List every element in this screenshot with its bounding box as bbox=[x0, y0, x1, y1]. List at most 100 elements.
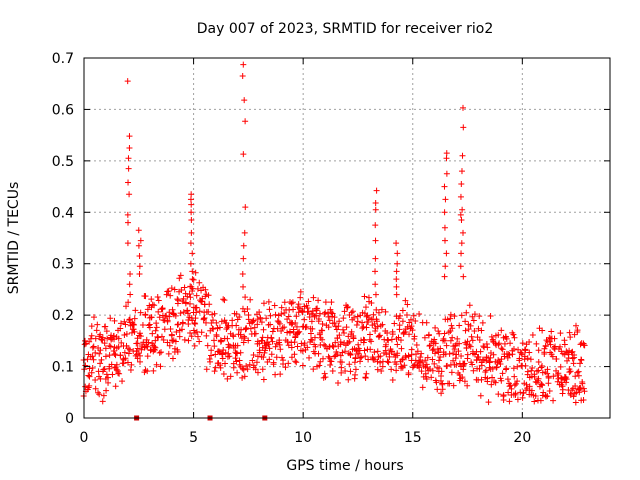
data-point bbox=[233, 322, 240, 329]
data-point bbox=[456, 340, 463, 347]
data-point bbox=[124, 359, 131, 366]
data-point bbox=[459, 206, 466, 213]
data-point bbox=[174, 296, 181, 303]
data-point bbox=[187, 294, 194, 301]
data-point bbox=[282, 364, 289, 371]
data-point bbox=[526, 339, 533, 346]
data-point bbox=[443, 155, 450, 162]
data-point bbox=[488, 381, 495, 388]
data-point bbox=[378, 368, 385, 375]
data-point bbox=[446, 350, 453, 357]
data-point bbox=[478, 376, 485, 383]
data-point bbox=[190, 276, 197, 283]
data-point bbox=[435, 349, 442, 356]
data-point bbox=[208, 352, 215, 359]
data-point bbox=[569, 348, 576, 355]
data-point bbox=[157, 363, 164, 370]
data-point bbox=[281, 310, 288, 317]
data-point bbox=[541, 349, 548, 356]
data-point bbox=[328, 299, 335, 306]
data-point bbox=[462, 318, 469, 325]
data-point bbox=[484, 378, 491, 385]
data-point bbox=[151, 346, 158, 353]
data-point bbox=[125, 165, 132, 172]
data-point bbox=[383, 351, 390, 358]
data-point bbox=[326, 355, 333, 362]
data-point bbox=[226, 343, 233, 350]
data-point bbox=[458, 353, 465, 360]
data-point bbox=[144, 368, 151, 375]
data-point bbox=[96, 391, 103, 398]
data-point bbox=[88, 332, 95, 339]
data-point bbox=[314, 305, 321, 312]
data-point bbox=[424, 364, 431, 371]
data-point bbox=[461, 378, 468, 385]
y-tick-label: 0.2 bbox=[52, 308, 74, 324]
data-point bbox=[537, 397, 544, 404]
data-point bbox=[449, 334, 456, 341]
data-point bbox=[291, 351, 298, 358]
data-point bbox=[567, 368, 574, 375]
data-point bbox=[272, 311, 279, 318]
data-point bbox=[202, 286, 209, 293]
data-point bbox=[242, 118, 249, 125]
data-point bbox=[463, 341, 470, 348]
data-point bbox=[460, 273, 467, 280]
data-point bbox=[539, 362, 546, 369]
data-point bbox=[571, 354, 578, 361]
data-point bbox=[346, 361, 353, 368]
data-point bbox=[188, 229, 195, 236]
data-point bbox=[297, 294, 304, 301]
data-point bbox=[242, 326, 249, 333]
data-point bbox=[389, 348, 396, 355]
data-point bbox=[393, 367, 400, 374]
data-point bbox=[443, 150, 450, 157]
data-point bbox=[313, 312, 320, 319]
data-point bbox=[442, 196, 449, 203]
data-point bbox=[230, 333, 237, 340]
data-point bbox=[256, 309, 263, 316]
data-point bbox=[441, 237, 448, 244]
data-point bbox=[97, 347, 104, 354]
data-point bbox=[521, 356, 528, 363]
data-point bbox=[177, 272, 184, 279]
data-point bbox=[475, 353, 482, 360]
data-point bbox=[286, 329, 293, 336]
data-point bbox=[572, 383, 579, 390]
data-point bbox=[297, 288, 304, 295]
data-point bbox=[274, 325, 281, 332]
data-point bbox=[544, 393, 551, 400]
data-point bbox=[407, 316, 414, 323]
data-point bbox=[178, 326, 185, 333]
data-point bbox=[142, 293, 149, 300]
data-point bbox=[278, 311, 285, 318]
data-point bbox=[336, 318, 343, 325]
data-point bbox=[135, 242, 142, 249]
data-point bbox=[328, 309, 335, 316]
data-point bbox=[376, 332, 383, 339]
data-point bbox=[236, 313, 243, 320]
data-point bbox=[234, 350, 241, 357]
data-point bbox=[88, 323, 95, 330]
data-point bbox=[418, 350, 425, 357]
data-point bbox=[416, 364, 423, 371]
data-point bbox=[290, 306, 297, 313]
data-point bbox=[304, 344, 311, 351]
data-point bbox=[94, 389, 101, 396]
data-point bbox=[338, 369, 345, 376]
y-axis-label: SRMTID / TECUs bbox=[6, 182, 22, 295]
data-point bbox=[265, 341, 272, 348]
data-point bbox=[99, 398, 106, 405]
data-point bbox=[391, 320, 398, 327]
data-point bbox=[543, 393, 550, 400]
data-point bbox=[400, 329, 407, 336]
data-point bbox=[460, 229, 467, 236]
data-point bbox=[285, 313, 292, 320]
data-point bbox=[578, 357, 585, 364]
data-point bbox=[374, 348, 381, 355]
data-point bbox=[339, 349, 346, 356]
data-point bbox=[126, 133, 133, 140]
data-point bbox=[137, 237, 144, 244]
y-tick-label: 0.7 bbox=[52, 51, 74, 67]
data-point bbox=[476, 337, 483, 344]
